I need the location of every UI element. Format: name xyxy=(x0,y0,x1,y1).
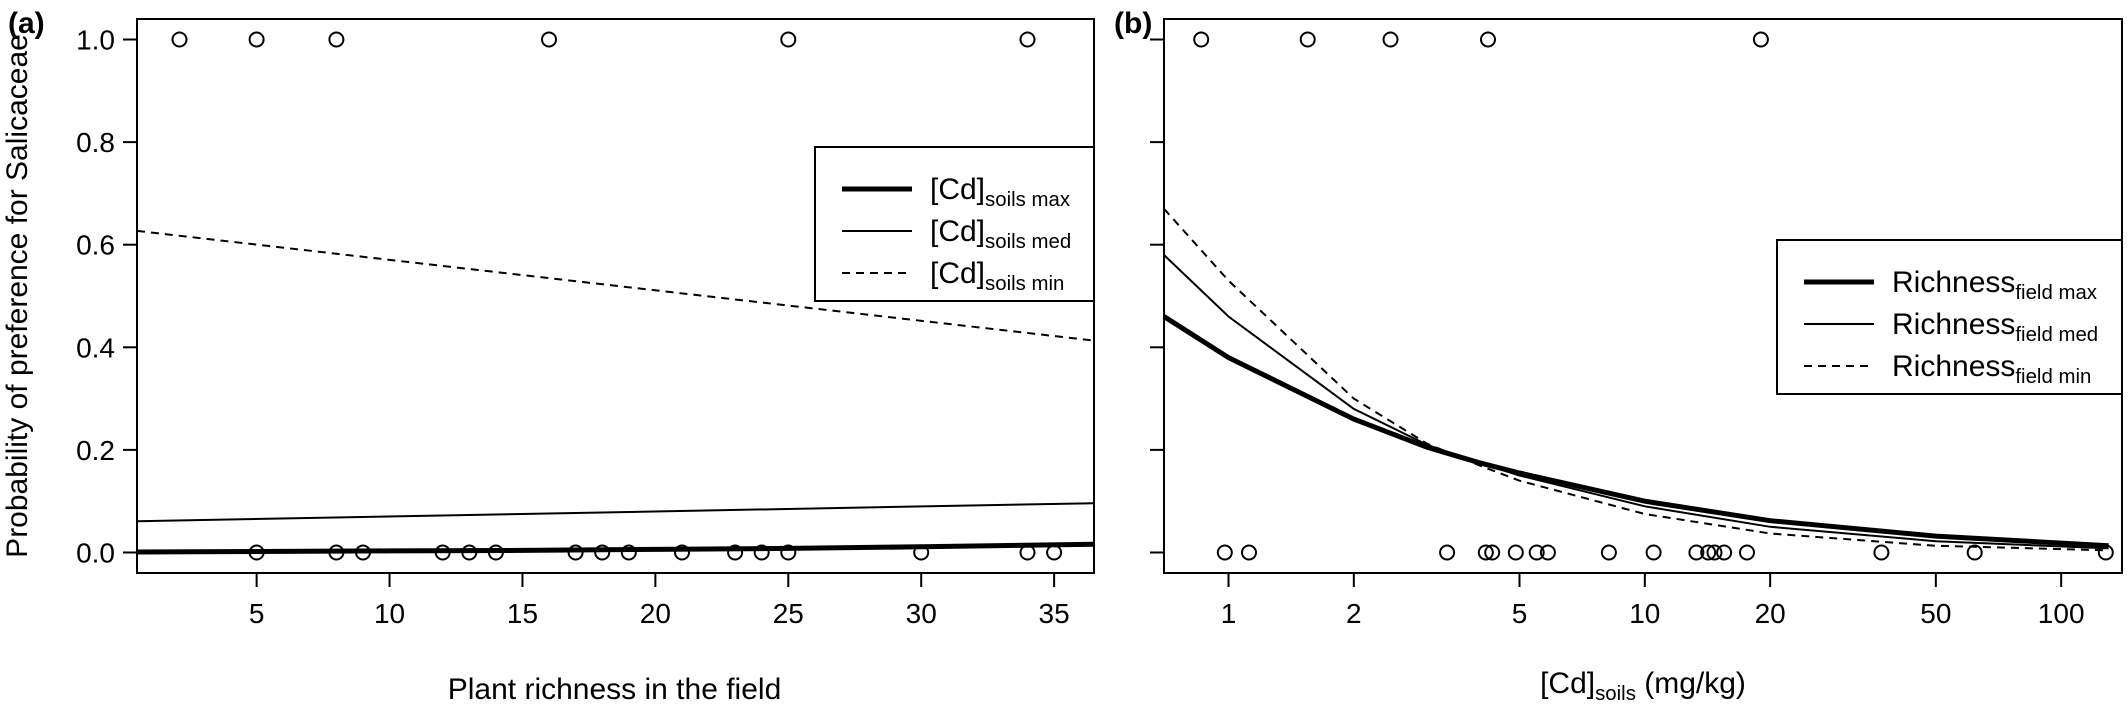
data-point xyxy=(594,544,611,561)
legend-entry-dashed: [Cd]soils min xyxy=(930,257,1064,295)
data-point xyxy=(1019,31,1036,48)
x-tick-label: 50 xyxy=(1920,598,1951,629)
data-point xyxy=(328,31,345,48)
x-axis-label: Plant richness in the field xyxy=(448,673,782,706)
data-point xyxy=(1477,544,1494,561)
data-point xyxy=(487,544,504,561)
data-point xyxy=(1439,544,1456,561)
data-point xyxy=(1484,544,1501,561)
data-point xyxy=(248,544,265,561)
x-tick-label: 20 xyxy=(640,598,671,629)
x-tick-label: 35 xyxy=(1039,598,1070,629)
panel-label: (a) xyxy=(8,7,45,40)
data-point xyxy=(541,31,557,48)
data-point xyxy=(355,544,371,561)
y-tick-label: 0.8 xyxy=(76,127,115,158)
x-tick-label: 5 xyxy=(249,598,265,629)
data-point xyxy=(1216,544,1233,561)
y-tick-label: 0.4 xyxy=(76,332,115,363)
legend-entry-dashed: Richnessfield min xyxy=(1892,350,2091,388)
data-point xyxy=(1600,544,1617,561)
y-axis-label: Probability of preference for Salicaceae xyxy=(1,34,34,558)
legend-entry-thick: [Cd]soils max xyxy=(930,173,1070,211)
data-point xyxy=(461,544,478,561)
data-point xyxy=(434,544,451,561)
data-point xyxy=(913,544,930,561)
y-tick-label: 0.2 xyxy=(76,435,115,466)
panel-label: (b) xyxy=(1114,7,1152,40)
data-point xyxy=(1528,544,1545,561)
series-line-dashed xyxy=(136,229,1095,342)
series-line-thin xyxy=(1163,254,2109,550)
data-point xyxy=(753,544,770,561)
y-tick-label: 0.0 xyxy=(76,537,115,568)
legend-entry-thick: Richnessfield max xyxy=(1892,266,2097,304)
data-point xyxy=(2097,544,2114,561)
x-tick-label: 5 xyxy=(1512,598,1528,629)
data-point xyxy=(620,544,637,561)
data-point xyxy=(1645,544,1662,561)
data-point xyxy=(1873,544,1890,561)
data-point xyxy=(727,544,744,561)
x-tick-label: 25 xyxy=(773,598,804,629)
data-point xyxy=(780,544,797,561)
series-line-thick xyxy=(1162,314,2109,549)
data-point xyxy=(1700,544,1717,561)
y-tick-label: 1.0 xyxy=(76,25,115,56)
data-point xyxy=(567,544,584,561)
data-point xyxy=(171,31,188,48)
data-point xyxy=(1046,544,1063,561)
data-point xyxy=(1966,544,1983,561)
data-point xyxy=(780,31,797,48)
data-point xyxy=(1716,544,1733,561)
x-tick-label: 30 xyxy=(906,598,937,629)
legend-entry-thin: [Cd]soils med xyxy=(930,215,1071,253)
series-line-thick xyxy=(136,541,1095,555)
data-point xyxy=(1752,31,1769,48)
data-point xyxy=(1019,544,1036,561)
series-line-thin xyxy=(136,502,1095,523)
data-point xyxy=(1706,544,1723,561)
x-tick-label: 10 xyxy=(1629,598,1660,629)
x-tick-label: 100 xyxy=(2038,598,2085,629)
data-point xyxy=(1739,544,1755,561)
data-point xyxy=(1688,544,1705,561)
x-tick-label: 10 xyxy=(374,598,405,629)
x-tick-label: 2 xyxy=(1346,598,1362,629)
legend-box xyxy=(814,146,1095,302)
data-point xyxy=(1507,544,1524,561)
series-line-dashed xyxy=(1163,208,2109,552)
y-tick-label: 0.6 xyxy=(76,230,115,261)
data-point xyxy=(1382,31,1399,48)
legend-entry-thin: Richnessfield med xyxy=(1892,308,2098,346)
data-point xyxy=(674,544,690,561)
data-point xyxy=(1539,544,1556,561)
data-point xyxy=(1193,31,1210,48)
data-point xyxy=(1299,31,1316,48)
data-point xyxy=(248,31,265,48)
data-point xyxy=(1480,31,1496,48)
legend-box xyxy=(1776,239,2123,395)
x-tick-label: 15 xyxy=(507,598,538,629)
data-point xyxy=(1241,544,1257,561)
x-axis-label: [Cd]soils (mg/kg) xyxy=(1540,667,1746,705)
data-point xyxy=(328,544,345,561)
x-tick-label: 20 xyxy=(1755,598,1786,629)
x-tick-label: 1 xyxy=(1221,598,1237,629)
